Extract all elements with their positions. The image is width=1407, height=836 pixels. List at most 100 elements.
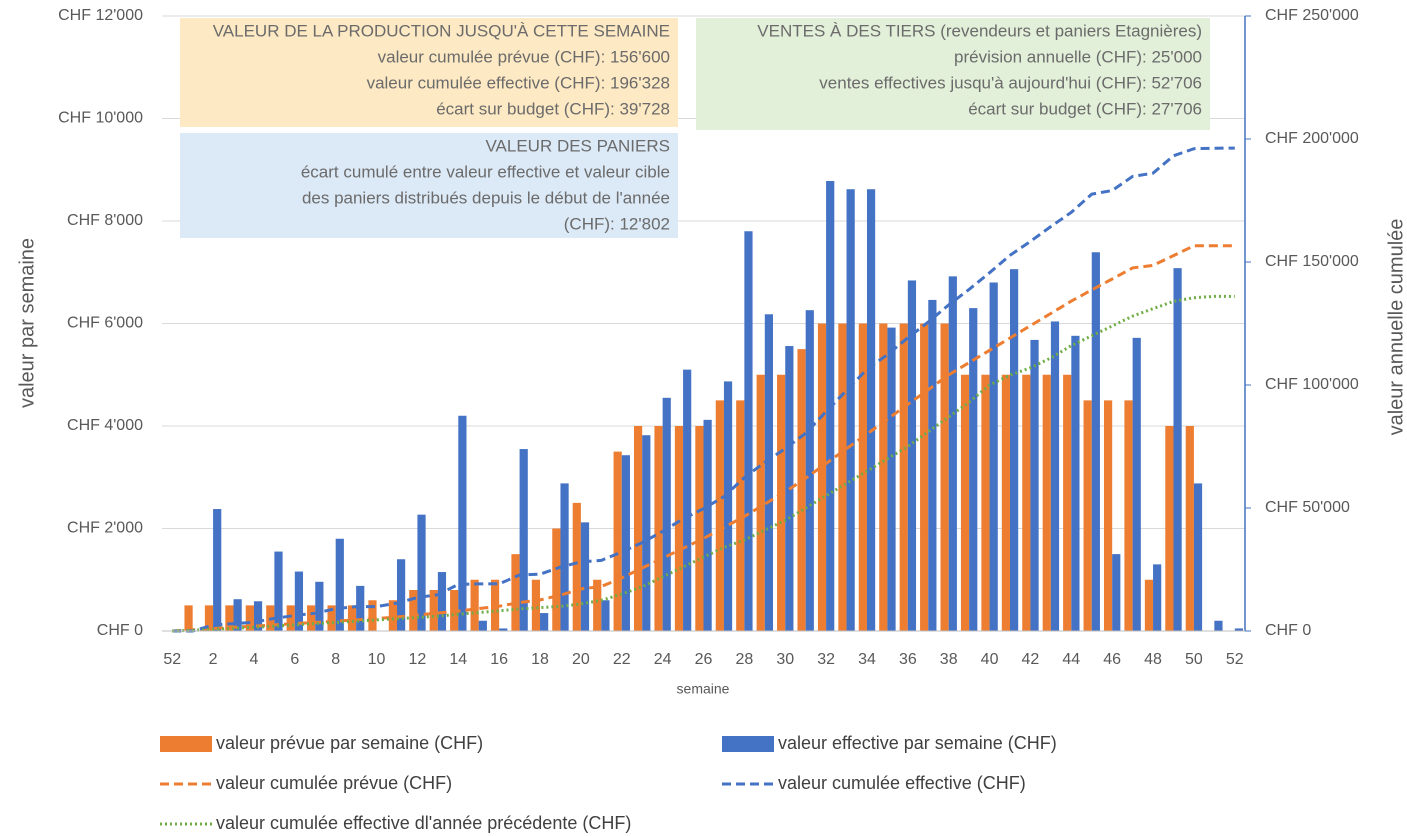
bar bbox=[294, 571, 304, 631]
bar bbox=[286, 605, 295, 631]
y-tick-label: CHF 8'000 bbox=[67, 212, 143, 229]
x-tick-label: 50 bbox=[1185, 651, 1203, 668]
bar bbox=[347, 605, 357, 631]
bar bbox=[723, 381, 733, 631]
line bbox=[172, 294, 1235, 633]
x-tick-label: 36 bbox=[899, 651, 917, 668]
bar bbox=[1042, 374, 1051, 631]
bar bbox=[1083, 400, 1092, 631]
bar bbox=[715, 400, 724, 631]
bar bbox=[417, 514, 426, 631]
bar bbox=[1050, 321, 1060, 631]
bar bbox=[858, 323, 867, 631]
bar bbox=[960, 374, 970, 631]
bar bbox=[940, 323, 949, 631]
annotation-text: écart sur budget (CHF): 27'706 bbox=[968, 99, 1202, 118]
x-tick-label: 38 bbox=[940, 651, 958, 668]
x-tick-label: 4 bbox=[249, 651, 258, 668]
bar bbox=[511, 554, 520, 631]
bar bbox=[540, 613, 549, 631]
x-tick-label: 24 bbox=[654, 651, 672, 668]
bar bbox=[1234, 628, 1243, 631]
x-tick-label: 30 bbox=[776, 651, 794, 668]
bar bbox=[335, 538, 344, 631]
bar bbox=[409, 590, 418, 631]
y2-axis-label: valeur annuelle cumulée bbox=[1385, 219, 1407, 436]
x-tick-label: 12 bbox=[409, 651, 427, 668]
annotation-text: VALEUR DE LA PRODUCTION JUSQU'À CETTE SE… bbox=[213, 21, 670, 40]
x-tick-label: 46 bbox=[1103, 651, 1121, 668]
bar bbox=[1153, 564, 1162, 631]
bar bbox=[233, 599, 242, 631]
annotation-text: valeur cumulée effective (CHF): 196'328 bbox=[367, 73, 670, 92]
y-tick-label: CHF 10'000 bbox=[58, 110, 143, 127]
bar bbox=[662, 397, 671, 631]
bar bbox=[981, 374, 990, 631]
bar bbox=[989, 282, 998, 631]
bar bbox=[1144, 579, 1154, 631]
y-tick-label: CHF 4'000 bbox=[67, 417, 143, 434]
bar bbox=[184, 605, 193, 631]
y-axis-label: valeur par semaine bbox=[16, 238, 38, 408]
bar bbox=[1124, 400, 1133, 631]
bar bbox=[777, 374, 786, 631]
bar bbox=[1165, 426, 1174, 631]
annotation-text: VALEUR DES PANIERS bbox=[485, 136, 670, 155]
bar bbox=[764, 314, 774, 631]
y2-tick-label: CHF 250'000 bbox=[1265, 7, 1359, 24]
bar bbox=[642, 435, 651, 631]
bar bbox=[560, 483, 569, 631]
x-axis-label: semaine bbox=[677, 681, 730, 697]
bar bbox=[1091, 252, 1100, 631]
annotation-text: des paniers distribués depuis le début d… bbox=[302, 188, 670, 207]
x-tick-label: 16 bbox=[490, 651, 508, 668]
bar bbox=[1173, 268, 1182, 631]
bar bbox=[736, 400, 745, 631]
bar bbox=[1185, 426, 1194, 631]
bar bbox=[928, 299, 937, 631]
x-tick-label: 32 bbox=[817, 651, 835, 668]
x-tick-label: 20 bbox=[572, 651, 590, 668]
legend-label: valeur cumulée effective dl'année précéd… bbox=[216, 813, 631, 833]
x-tick-label: 52 bbox=[163, 651, 181, 668]
bar bbox=[499, 628, 508, 631]
bar bbox=[531, 579, 541, 631]
bar bbox=[327, 605, 336, 631]
bar bbox=[1010, 269, 1019, 631]
x-tick-label: 6 bbox=[290, 651, 299, 668]
bar bbox=[1071, 335, 1080, 631]
x-tick-label: 48 bbox=[1144, 651, 1162, 668]
x-tick-label: 2 bbox=[209, 651, 218, 668]
annotation-box bbox=[180, 18, 678, 127]
bar bbox=[356, 585, 365, 631]
bar bbox=[887, 327, 896, 631]
bar bbox=[969, 308, 978, 631]
bar bbox=[654, 426, 663, 631]
bar bbox=[470, 579, 479, 631]
bar bbox=[621, 455, 630, 631]
bar bbox=[674, 426, 684, 631]
bar bbox=[601, 600, 610, 631]
bar bbox=[1001, 374, 1011, 631]
bar bbox=[368, 600, 377, 631]
bar bbox=[756, 374, 765, 631]
bar bbox=[307, 605, 316, 631]
bar bbox=[245, 605, 254, 631]
bar bbox=[805, 310, 814, 631]
line bbox=[172, 146, 1235, 633]
legend-label: valeur cumulée effective (CHF) bbox=[778, 773, 1026, 793]
bar bbox=[920, 323, 929, 631]
bar bbox=[1214, 620, 1223, 631]
bar bbox=[225, 605, 234, 631]
legend-label: valeur effective par semaine (CHF) bbox=[778, 733, 1057, 753]
bar bbox=[213, 509, 222, 631]
legend-swatch bbox=[160, 736, 212, 752]
bar bbox=[478, 620, 487, 631]
annotation-text: (CHF): 12'802 bbox=[564, 214, 670, 233]
bar bbox=[552, 528, 561, 631]
bar bbox=[744, 231, 753, 631]
bar bbox=[1030, 339, 1039, 631]
x-tick-label: 26 bbox=[695, 651, 713, 668]
x-tick-label: 28 bbox=[735, 651, 753, 668]
legend-label: valeur prévue par semaine (CHF) bbox=[216, 733, 483, 753]
